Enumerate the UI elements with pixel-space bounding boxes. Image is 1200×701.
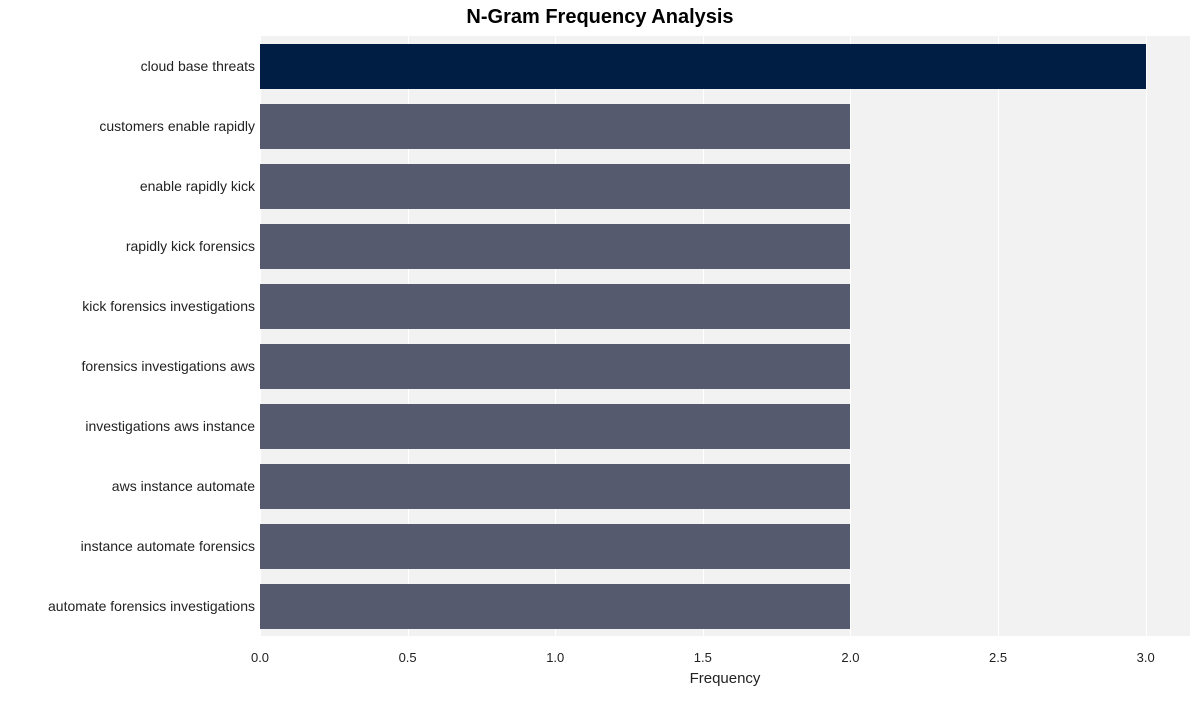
- bar: [260, 104, 850, 149]
- y-tick-label: aws instance automate: [112, 478, 255, 494]
- bar: [260, 584, 850, 629]
- x-tick-label: 3.0: [1137, 650, 1155, 665]
- x-tick-label: 2.0: [841, 650, 859, 665]
- y-tick-label: customers enable rapidly: [99, 118, 255, 134]
- ngram-frequency-chart: N-Gram Frequency Analysis cloud base thr…: [0, 0, 1200, 701]
- y-tick-label: automate forensics investigations: [48, 598, 255, 614]
- bar: [260, 284, 850, 329]
- bar: [260, 344, 850, 389]
- y-tick-label: forensics investigations aws: [81, 358, 255, 374]
- bar: [260, 524, 850, 569]
- y-tick-label: investigations aws instance: [85, 418, 255, 434]
- y-tick-label: kick forensics investigations: [82, 298, 255, 314]
- y-tick-label: rapidly kick forensics: [126, 238, 255, 254]
- x-gridline: [1146, 36, 1147, 636]
- plot-area: [260, 36, 1190, 636]
- bar: [260, 44, 1146, 89]
- y-tick-label: enable rapidly kick: [140, 178, 255, 194]
- bar: [260, 164, 850, 209]
- bar: [260, 224, 850, 269]
- chart-title: N-Gram Frequency Analysis: [0, 6, 1200, 29]
- x-tick-label: 1.5: [694, 650, 712, 665]
- x-tick-label: 0.0: [251, 650, 269, 665]
- x-tick-label: 1.0: [546, 650, 564, 665]
- x-gridline: [998, 36, 999, 636]
- y-axis-labels: cloud base threats customers enable rapid…: [0, 36, 255, 636]
- x-axis-label: Frequency: [690, 670, 761, 687]
- x-tick-label: 2.5: [989, 650, 1007, 665]
- y-tick-label: cloud base threats: [141, 58, 255, 74]
- bar: [260, 464, 850, 509]
- bar: [260, 404, 850, 449]
- x-tick-label: 0.5: [399, 650, 417, 665]
- y-tick-label: instance automate forensics: [81, 538, 255, 554]
- x-gridline: [850, 36, 851, 636]
